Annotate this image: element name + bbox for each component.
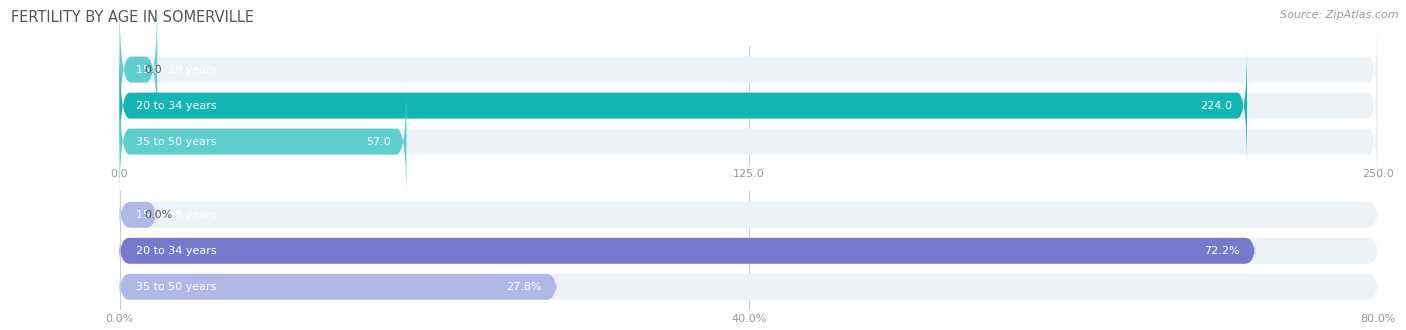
- FancyBboxPatch shape: [120, 274, 1378, 300]
- Text: 15 to 19 years: 15 to 19 years: [136, 210, 217, 220]
- FancyBboxPatch shape: [120, 82, 1378, 201]
- Text: 0.0%: 0.0%: [145, 210, 173, 220]
- FancyBboxPatch shape: [120, 202, 1378, 228]
- FancyBboxPatch shape: [120, 47, 1247, 165]
- FancyBboxPatch shape: [120, 202, 157, 228]
- Text: 27.8%: 27.8%: [506, 282, 541, 292]
- Text: Source: ZipAtlas.com: Source: ZipAtlas.com: [1281, 10, 1399, 20]
- Text: 224.0: 224.0: [1199, 101, 1232, 111]
- Text: 35 to 50 years: 35 to 50 years: [136, 137, 217, 147]
- Text: 20 to 34 years: 20 to 34 years: [136, 246, 217, 256]
- Text: 15 to 19 years: 15 to 19 years: [136, 65, 217, 75]
- FancyBboxPatch shape: [120, 82, 406, 201]
- FancyBboxPatch shape: [120, 238, 1378, 264]
- Text: 57.0: 57.0: [367, 137, 391, 147]
- FancyBboxPatch shape: [120, 274, 557, 300]
- FancyBboxPatch shape: [120, 2, 157, 138]
- Text: 20 to 34 years: 20 to 34 years: [136, 101, 217, 111]
- Text: 72.2%: 72.2%: [1205, 246, 1240, 256]
- FancyBboxPatch shape: [120, 238, 1256, 264]
- FancyBboxPatch shape: [120, 11, 1378, 129]
- Text: 35 to 50 years: 35 to 50 years: [136, 282, 217, 292]
- Text: FERTILITY BY AGE IN SOMERVILLE: FERTILITY BY AGE IN SOMERVILLE: [11, 10, 254, 25]
- Text: 0.0: 0.0: [145, 65, 162, 75]
- FancyBboxPatch shape: [120, 47, 1378, 165]
